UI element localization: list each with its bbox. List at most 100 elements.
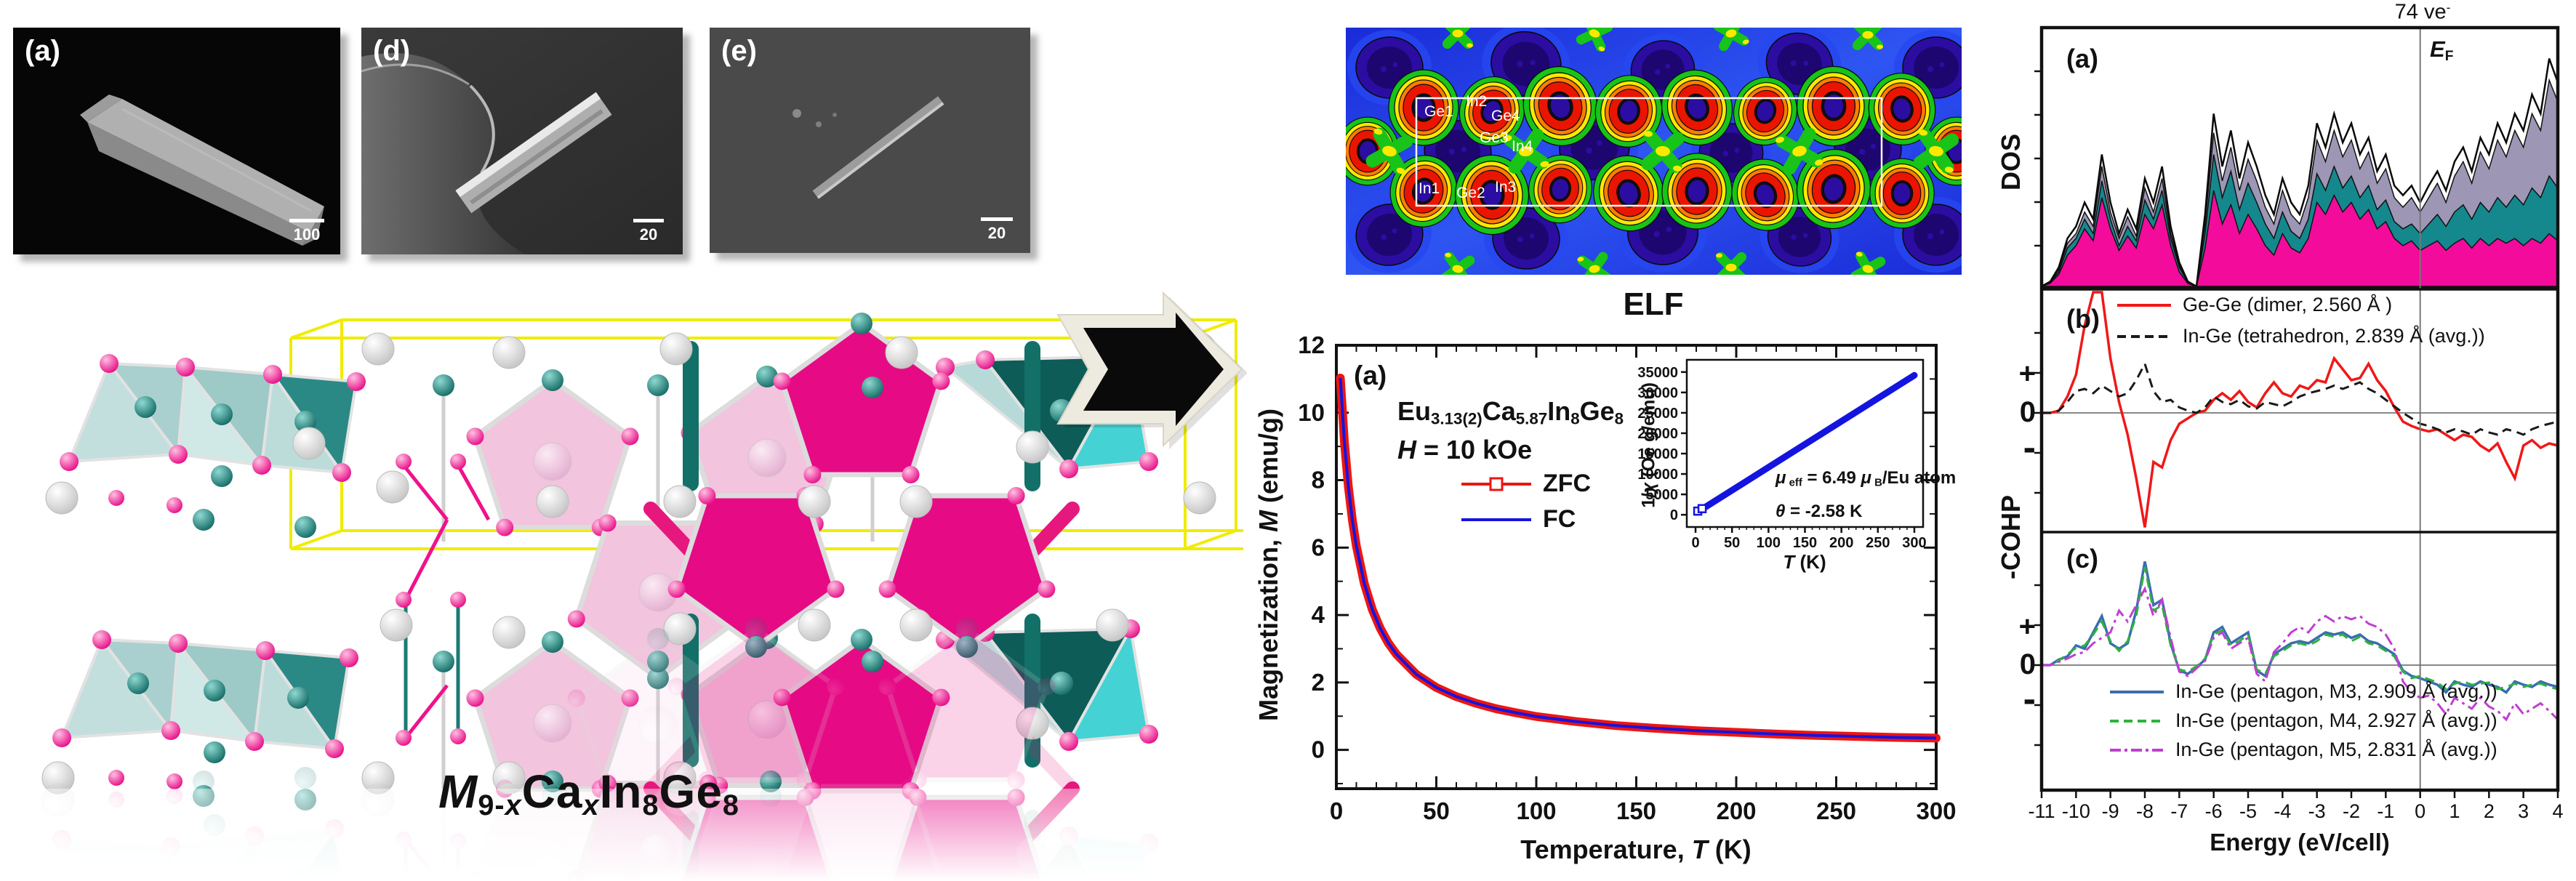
svg-text:250: 250 (1866, 535, 1890, 551)
svg-text:Ge1: Ge1 (1424, 103, 1453, 120)
sem-e-scalebar: 20 (981, 217, 1013, 243)
svg-text:200: 200 (1829, 535, 1853, 551)
cohp-c-legend: In-Ge (pentagon, M3, 2.909 Å (avg.)) In-G… (2108, 680, 2497, 761)
inset-ylabel: 1/χ (Oe g/emu) (1638, 382, 1659, 508)
flow-arrow-icon (1056, 291, 1247, 449)
sem-e-crystal (710, 28, 1030, 253)
crystal-structure-illustration (0, 313, 1258, 881)
cohp-c-legend-item: In-Ge (pentagon, M4, 2.927 Å (avg.)) (2110, 709, 2497, 731)
scalebar-value: 20 (987, 224, 1006, 242)
svg-text:3: 3 (2518, 800, 2529, 822)
svg-text:2: 2 (2484, 800, 2495, 822)
svg-text:100: 100 (1516, 797, 1556, 824)
cohp-b-legend: Ge-Ge (dimer, 2.560 Å ) In-Ge (tetrahedro… (2116, 294, 2485, 347)
inset-theta: θ = -2.58 K (1775, 502, 1863, 521)
cohp-b-legend-item: Ge-Ge (dimer, 2.560 Å ) (2117, 294, 2393, 315)
svg-text:0: 0 (1691, 535, 1699, 551)
scalebar-value: 100 (293, 225, 321, 244)
sem-image-e: (e) 20 (710, 28, 1030, 253)
scalebar-line (981, 217, 1013, 221)
svg-text:2: 2 (1312, 669, 1325, 696)
mag-xlabel: Temperature, T (K) (1520, 834, 1752, 864)
svg-text:50: 50 (1724, 535, 1740, 551)
cohp-c-zero: 0 (2019, 648, 2036, 680)
svg-text:1: 1 (2449, 800, 2460, 822)
svg-text:-8: -8 (2136, 800, 2154, 822)
sem-a-label: (a) (25, 35, 60, 67)
mag-panel-label: (a) (1354, 361, 1387, 390)
reflection-fade (0, 789, 1258, 881)
svg-text:-5: -5 (2239, 800, 2257, 822)
dos-axis-label: DOS (1996, 134, 2026, 191)
right-panel-a-label: (a) (2066, 44, 2098, 73)
right-header-ve: 74 ve- (2394, 0, 2451, 24)
sem-a-scalebar: 100 (289, 219, 324, 244)
svg-text:-1: -1 (2377, 800, 2394, 822)
mag-ylabel: Magnetization, M (emu/g) (1253, 409, 1283, 721)
svg-text:300: 300 (1902, 535, 1926, 551)
cohp-c-plus: + (2018, 611, 2036, 643)
cohp-b-zero: 0 (2019, 396, 2036, 428)
svg-text:Ge3: Ge3 (1480, 129, 1509, 146)
cohp-b-legend-item: In-Ge (tetrahedron, 2.839 Å (avg.)) (2117, 325, 2485, 347)
svg-text:4: 4 (1312, 601, 1325, 628)
svg-text:-7: -7 (2170, 800, 2188, 822)
svg-text:0: 0 (1670, 507, 1678, 523)
svg-text:150: 150 (1793, 535, 1817, 551)
scalebar-line (633, 219, 664, 222)
inset-xlabel: T (K) (1783, 551, 1826, 573)
cohp-b-plus: + (2018, 358, 2036, 390)
svg-text:-6: -6 (2205, 800, 2223, 822)
scalebar-value: 20 (639, 225, 658, 244)
svg-text:-2: -2 (2343, 800, 2360, 822)
mag-legend: ZFC FC (1460, 470, 1591, 534)
sem-image-d: (d) 20 (361, 28, 683, 254)
svg-text:200: 200 (1716, 797, 1756, 824)
svg-text:0: 0 (1312, 736, 1325, 763)
inverse-chi-inset: 0 50 100 150 200 250 3000500010000150002000025… (1637, 358, 1927, 551)
svg-text:150: 150 (1616, 797, 1656, 824)
svg-text:-3: -3 (2308, 800, 2326, 822)
cohp-axis-label: -COHP (1996, 495, 2026, 579)
sem-a-crystal (80, 94, 324, 246)
right-ef-label: EF (2430, 36, 2454, 64)
svg-text:-10: -10 (2062, 800, 2090, 822)
svg-text:In1: In1 (1419, 180, 1440, 197)
elf-title: ELF (1623, 286, 1684, 322)
energy-xlabel: Energy (eV/cell) (2210, 829, 2390, 856)
svg-text:8: 8 (1312, 467, 1325, 494)
sem-d-scalebar: 20 (633, 219, 664, 244)
svg-text:In4: In4 (1512, 138, 1533, 155)
svg-text:4: 4 (2552, 800, 2563, 822)
svg-text:Ge4: Ge4 (1491, 108, 1520, 124)
svg-text:-4: -4 (2274, 800, 2291, 822)
svg-text:In3: In3 (1495, 179, 1516, 196)
right-panel-b-label: (b) (2066, 304, 2100, 334)
mag-field-label: H = 10 kOe (1397, 435, 1533, 464)
sem-e-label: (e) (721, 35, 757, 67)
cohp-c-minus: - (2023, 678, 2036, 720)
sem-d-label: (d) (373, 35, 411, 67)
compound-formula: M9-xCaxIn8Ge8 (438, 765, 739, 821)
svg-text:250: 250 (1816, 797, 1856, 824)
svg-text:10: 10 (1298, 399, 1325, 426)
scalebar-line (289, 219, 324, 222)
svg-text:300: 300 (1916, 797, 1956, 824)
cohp-c-legend-item: In-Ge (pentagon, M3, 2.909 Å (avg.)) (2110, 680, 2497, 702)
svg-text:In2: In2 (1466, 93, 1487, 110)
cohp-c-legend-item: In-Ge (pentagon, M5, 2.831 Å (avg.)) (2110, 739, 2497, 760)
inset-mu-eff: μ eff = 6.49 μ B/Eu atom (1775, 468, 1957, 489)
elf-unit-cell-outline (1415, 97, 1883, 207)
svg-text:Ge2: Ge2 (1456, 185, 1485, 201)
svg-text:6: 6 (1312, 534, 1325, 560)
svg-text:0: 0 (2415, 800, 2425, 822)
sem-d-crystal (361, 28, 683, 254)
svg-text:-11: -11 (2028, 800, 2055, 822)
svg-text:-9: -9 (2102, 800, 2119, 822)
cohp-b-minus: - (2023, 427, 2036, 469)
sem-image-a: (a) 100 (13, 28, 340, 254)
right-panel-c-label: (c) (2066, 544, 2098, 574)
